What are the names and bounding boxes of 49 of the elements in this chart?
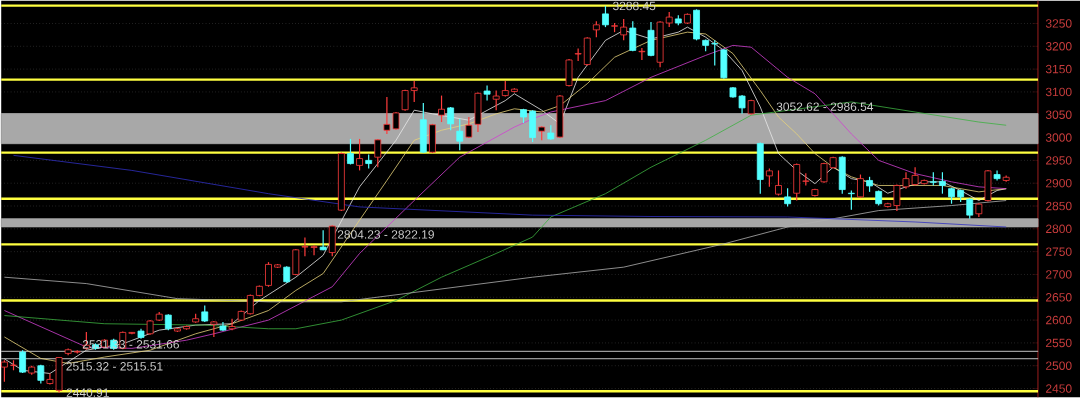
- candlestick: [374, 138, 382, 168]
- y-tick-label: 2800: [1046, 224, 1072, 233]
- candlestick: [356, 138, 363, 171]
- candlestick: [939, 171, 946, 195]
- y-tick-label: 2450: [1046, 384, 1072, 393]
- y-tick-label: 2900: [1046, 178, 1072, 188]
- y-tick-label: 3050: [1045, 110, 1072, 119]
- candlestick: [347, 138, 354, 165]
- y-tick-label: 3150: [1045, 64, 1072, 74]
- candlestick: [210, 320, 218, 338]
- candlestick: [438, 94, 445, 123]
- candlestick: [228, 318, 236, 331]
- y-tick-label: 2550: [1046, 338, 1072, 348]
- band-label: 2515.32 - 2515.51: [66, 361, 163, 371]
- y-tick-label: 2850: [1046, 201, 1072, 211]
- candlestick: [19, 349, 27, 374]
- candlestick: [483, 84, 491, 102]
- y-tick-label: 3250: [1045, 19, 1072, 28]
- y-tick-label: 3000: [1045, 133, 1072, 142]
- candlestick: [775, 169, 782, 196]
- candlestick: [629, 20, 637, 52]
- y-tick-label: 2500: [1046, 361, 1072, 370]
- candlestick: [765, 167, 773, 188]
- candlestick: [465, 116, 473, 139]
- candlestick: [574, 47, 582, 62]
- candlestick: [620, 18, 628, 41]
- y-tick-label: 2950: [1046, 156, 1072, 165]
- candlestick: [602, 5, 609, 28]
- candlestick: [638, 47, 646, 61]
- annotation: 3288.45: [612, 1, 656, 11]
- y-tick-label: 3100: [1045, 87, 1072, 97]
- candlestick: [784, 187, 792, 207]
- candlestick: [857, 173, 864, 199]
- y-tick-label: 3200: [1045, 41, 1072, 51]
- candlestick: [711, 39, 719, 66]
- line-series: [13, 154, 1007, 228]
- band-label: 2804.23 - 2822.19: [337, 230, 434, 239]
- candlestick: [966, 197, 974, 220]
- y-tick-label: 2600: [1046, 315, 1072, 325]
- candlestick: [410, 80, 418, 103]
- line-series: [4, 101, 1007, 330]
- y-tick-label: 2750: [1046, 247, 1072, 256]
- band-label: 3052.62 - 2986.54: [776, 102, 874, 111]
- candlestick: [492, 89, 500, 111]
- candlestick: [456, 118, 464, 151]
- candlestick: [265, 261, 272, 288]
- annotation: 2440.91: [66, 388, 109, 397]
- y-tick-label: 2650: [1046, 292, 1072, 302]
- y-tick-label: 2700: [1046, 270, 1072, 279]
